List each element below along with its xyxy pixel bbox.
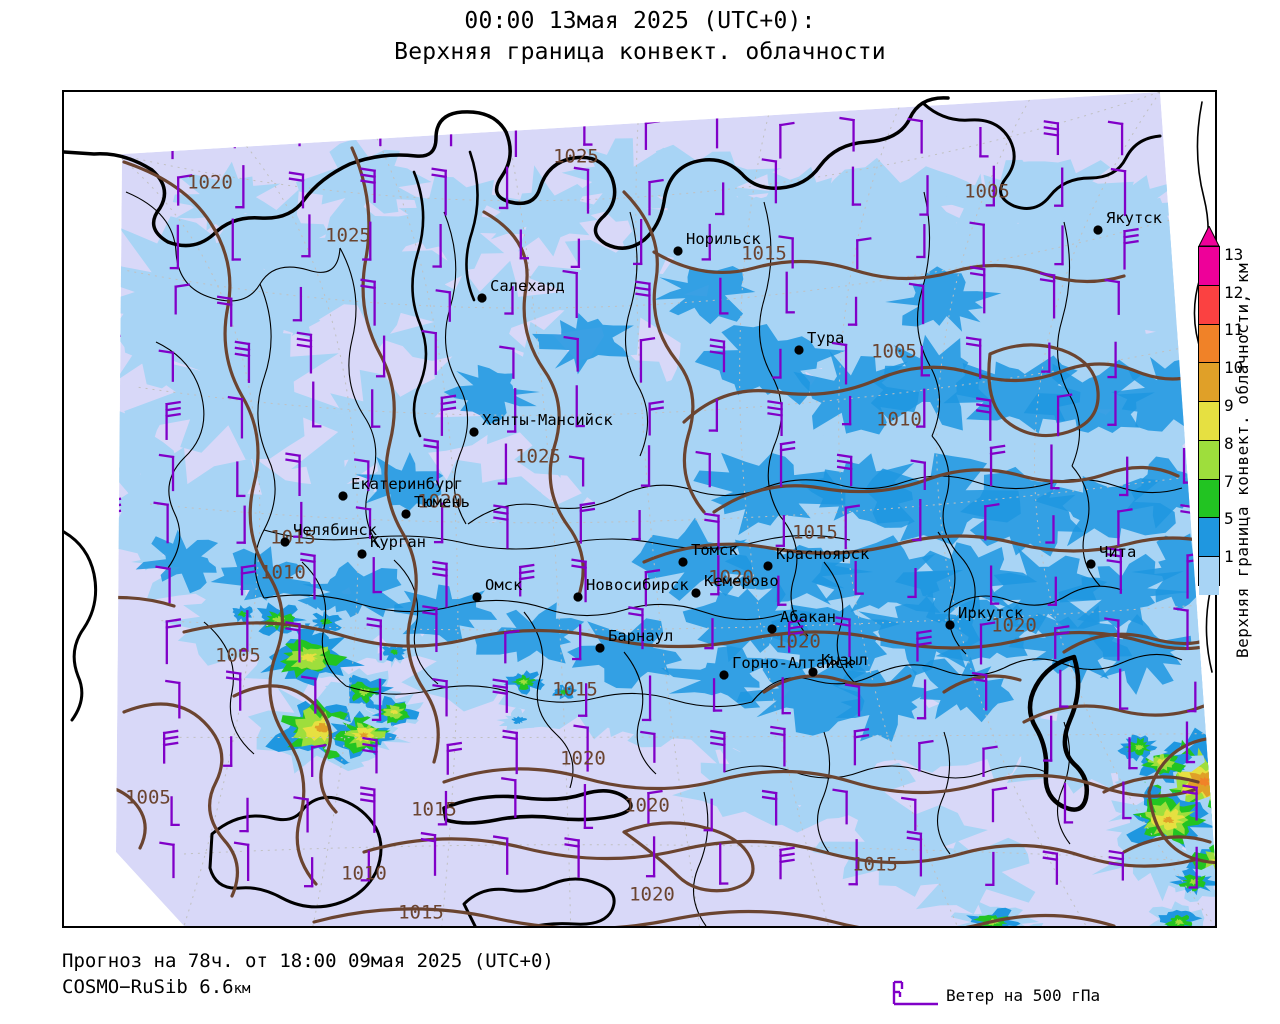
colorbar-segment [1199,402,1219,441]
colorbar-tick-label: 8 [1224,433,1234,453]
city-label: Омск [485,576,523,594]
colorbar-tick-label: 10 [1224,358,1244,378]
title-line-2: Верхняя граница конвект. облачности [394,39,886,65]
city-label: Горно-Алтайск [732,654,854,672]
isobar-label: 1015 [792,522,838,544]
isobar-label: 1005 [215,645,261,667]
colorbar-segment [1199,557,1219,595]
city-marker[interactable] [763,561,773,571]
city-label: Салехард [490,277,565,295]
city-marker[interactable] [472,592,482,602]
city-marker[interactable] [678,557,688,567]
colorbar-segment [1199,363,1219,403]
colorbar-segment [1199,479,1219,519]
city-marker[interactable] [673,246,683,256]
isobar-label: 1005 [871,341,917,363]
city-marker[interactable] [477,293,487,303]
isobar-label: 1015 [852,854,898,876]
colorbar-segment [1199,285,1219,325]
isobar-label: 1020 [560,748,606,770]
colorbar-segment [1199,440,1219,480]
isobar-label: 1020 [629,884,675,906]
colorbar-tick-label: 13 [1224,244,1244,264]
colorbar-segment [1199,324,1219,364]
colorbar-tick-label: 9 [1224,396,1234,415]
city-label: Томск [691,541,738,559]
isobar-label: 1020 [775,631,821,653]
colorbar-tick-label: 12 [1224,282,1244,302]
colorbar: 13 12 11 10 9 8 7 5 1 [1198,226,1243,595]
city-label: Челябинск [293,521,378,539]
city-label: Чита [1099,543,1136,561]
city-marker[interactable] [469,427,479,437]
city-label: Курган [370,533,426,551]
colorbar-segment [1199,518,1219,558]
isobar-label: 1025 [553,146,599,168]
city-label: Кызыл [821,651,868,669]
city-label: Абакан [780,608,836,626]
colorbar-arrow-icon [1198,226,1220,246]
wind-legend: Ветер на 500 гПа [880,978,1220,1012]
wind-barb-icon [892,980,938,1006]
city-marker[interactable] [794,345,804,355]
isobar-label: 1005 [964,181,1010,203]
city-marker[interactable] [401,509,411,519]
isobar-label: 1015 [552,679,598,701]
model-info: COSMO−RuSib 6.6км [62,976,251,998]
footer: Прогноз на 78ч. от 18:00 09мая 2025 (UTC… [62,948,1222,1002]
city-marker[interactable] [1086,559,1096,569]
isobar-label: 1015 [398,902,444,924]
colorbar-segment [1199,247,1219,286]
colorbar-tick-label: 1 [1224,547,1234,567]
city-label: Барнаул [608,627,673,645]
city-marker[interactable] [945,620,955,630]
city-label: Красноярск [776,545,870,563]
isobar-label: 1025 [515,446,561,468]
isobar-label: 1015 [411,799,457,821]
city-marker[interactable] [595,643,605,653]
city-marker[interactable] [357,549,367,559]
city-marker[interactable] [338,491,348,501]
city-marker[interactable] [280,537,290,547]
city-label: Иркутск [958,604,1024,622]
city-marker[interactable] [719,670,729,680]
page-title: 00:00 13мая 2025 (UTC+0): Верхняя границ… [0,6,1280,68]
map-canvas: 1020 1025 1025 1005 1015 1005 1010 1025 1020 1015… [64,92,1215,926]
isobar-label: 1020 [708,567,754,589]
isobar-label: 1020 [991,615,1037,637]
city-label: Кемерово [704,572,779,590]
colorbar-tick-label: 5 [1224,509,1234,529]
city-marker[interactable] [808,667,818,677]
colorbar-tick-label: 7 [1224,471,1234,491]
isobar-label: 1020 [187,172,233,194]
isobar-label: 1010 [341,863,387,885]
wind-legend-label: Ветер на 500 гПа [946,986,1101,1005]
colorbar-scale [1198,246,1220,595]
city-marker[interactable] [1093,225,1103,235]
isobar-label: 1005 [125,787,171,809]
isobar-label: 1020 [624,795,670,817]
city-label: Тюмень [414,493,470,511]
isobar-label: 1020 [417,491,463,513]
city-label: Екатеринбург [351,475,463,493]
city-label: Якутск [1106,209,1163,227]
city-marker[interactable] [573,592,583,602]
city-label: Норильск [686,230,761,248]
isobar-label: 1025 [325,225,371,247]
forecast-info: Прогноз на 78ч. от 18:00 09мая 2025 (UTC… [62,950,554,972]
colorbar-tick-label: 11 [1224,320,1244,340]
city-marker[interactable] [691,588,701,598]
isobar-label: 1010 [260,562,306,584]
city-label: Новосибирск [586,576,689,594]
title-line-1: 00:00 13мая 2025 (UTC+0): [464,8,816,34]
weather-map[interactable]: 1020 1025 1025 1005 1015 1005 1010 1025 1020 1015… [62,90,1217,928]
city-label: Ханты-Мансийск [482,411,613,429]
city-marker[interactable] [767,624,777,634]
colorbar-axis-label: Верхняя граница конвект. облачности, км [1233,262,1252,658]
isobar-label: 1015 [741,243,787,265]
city-label: Тура [807,329,844,347]
isobar-label: 1010 [876,409,922,431]
